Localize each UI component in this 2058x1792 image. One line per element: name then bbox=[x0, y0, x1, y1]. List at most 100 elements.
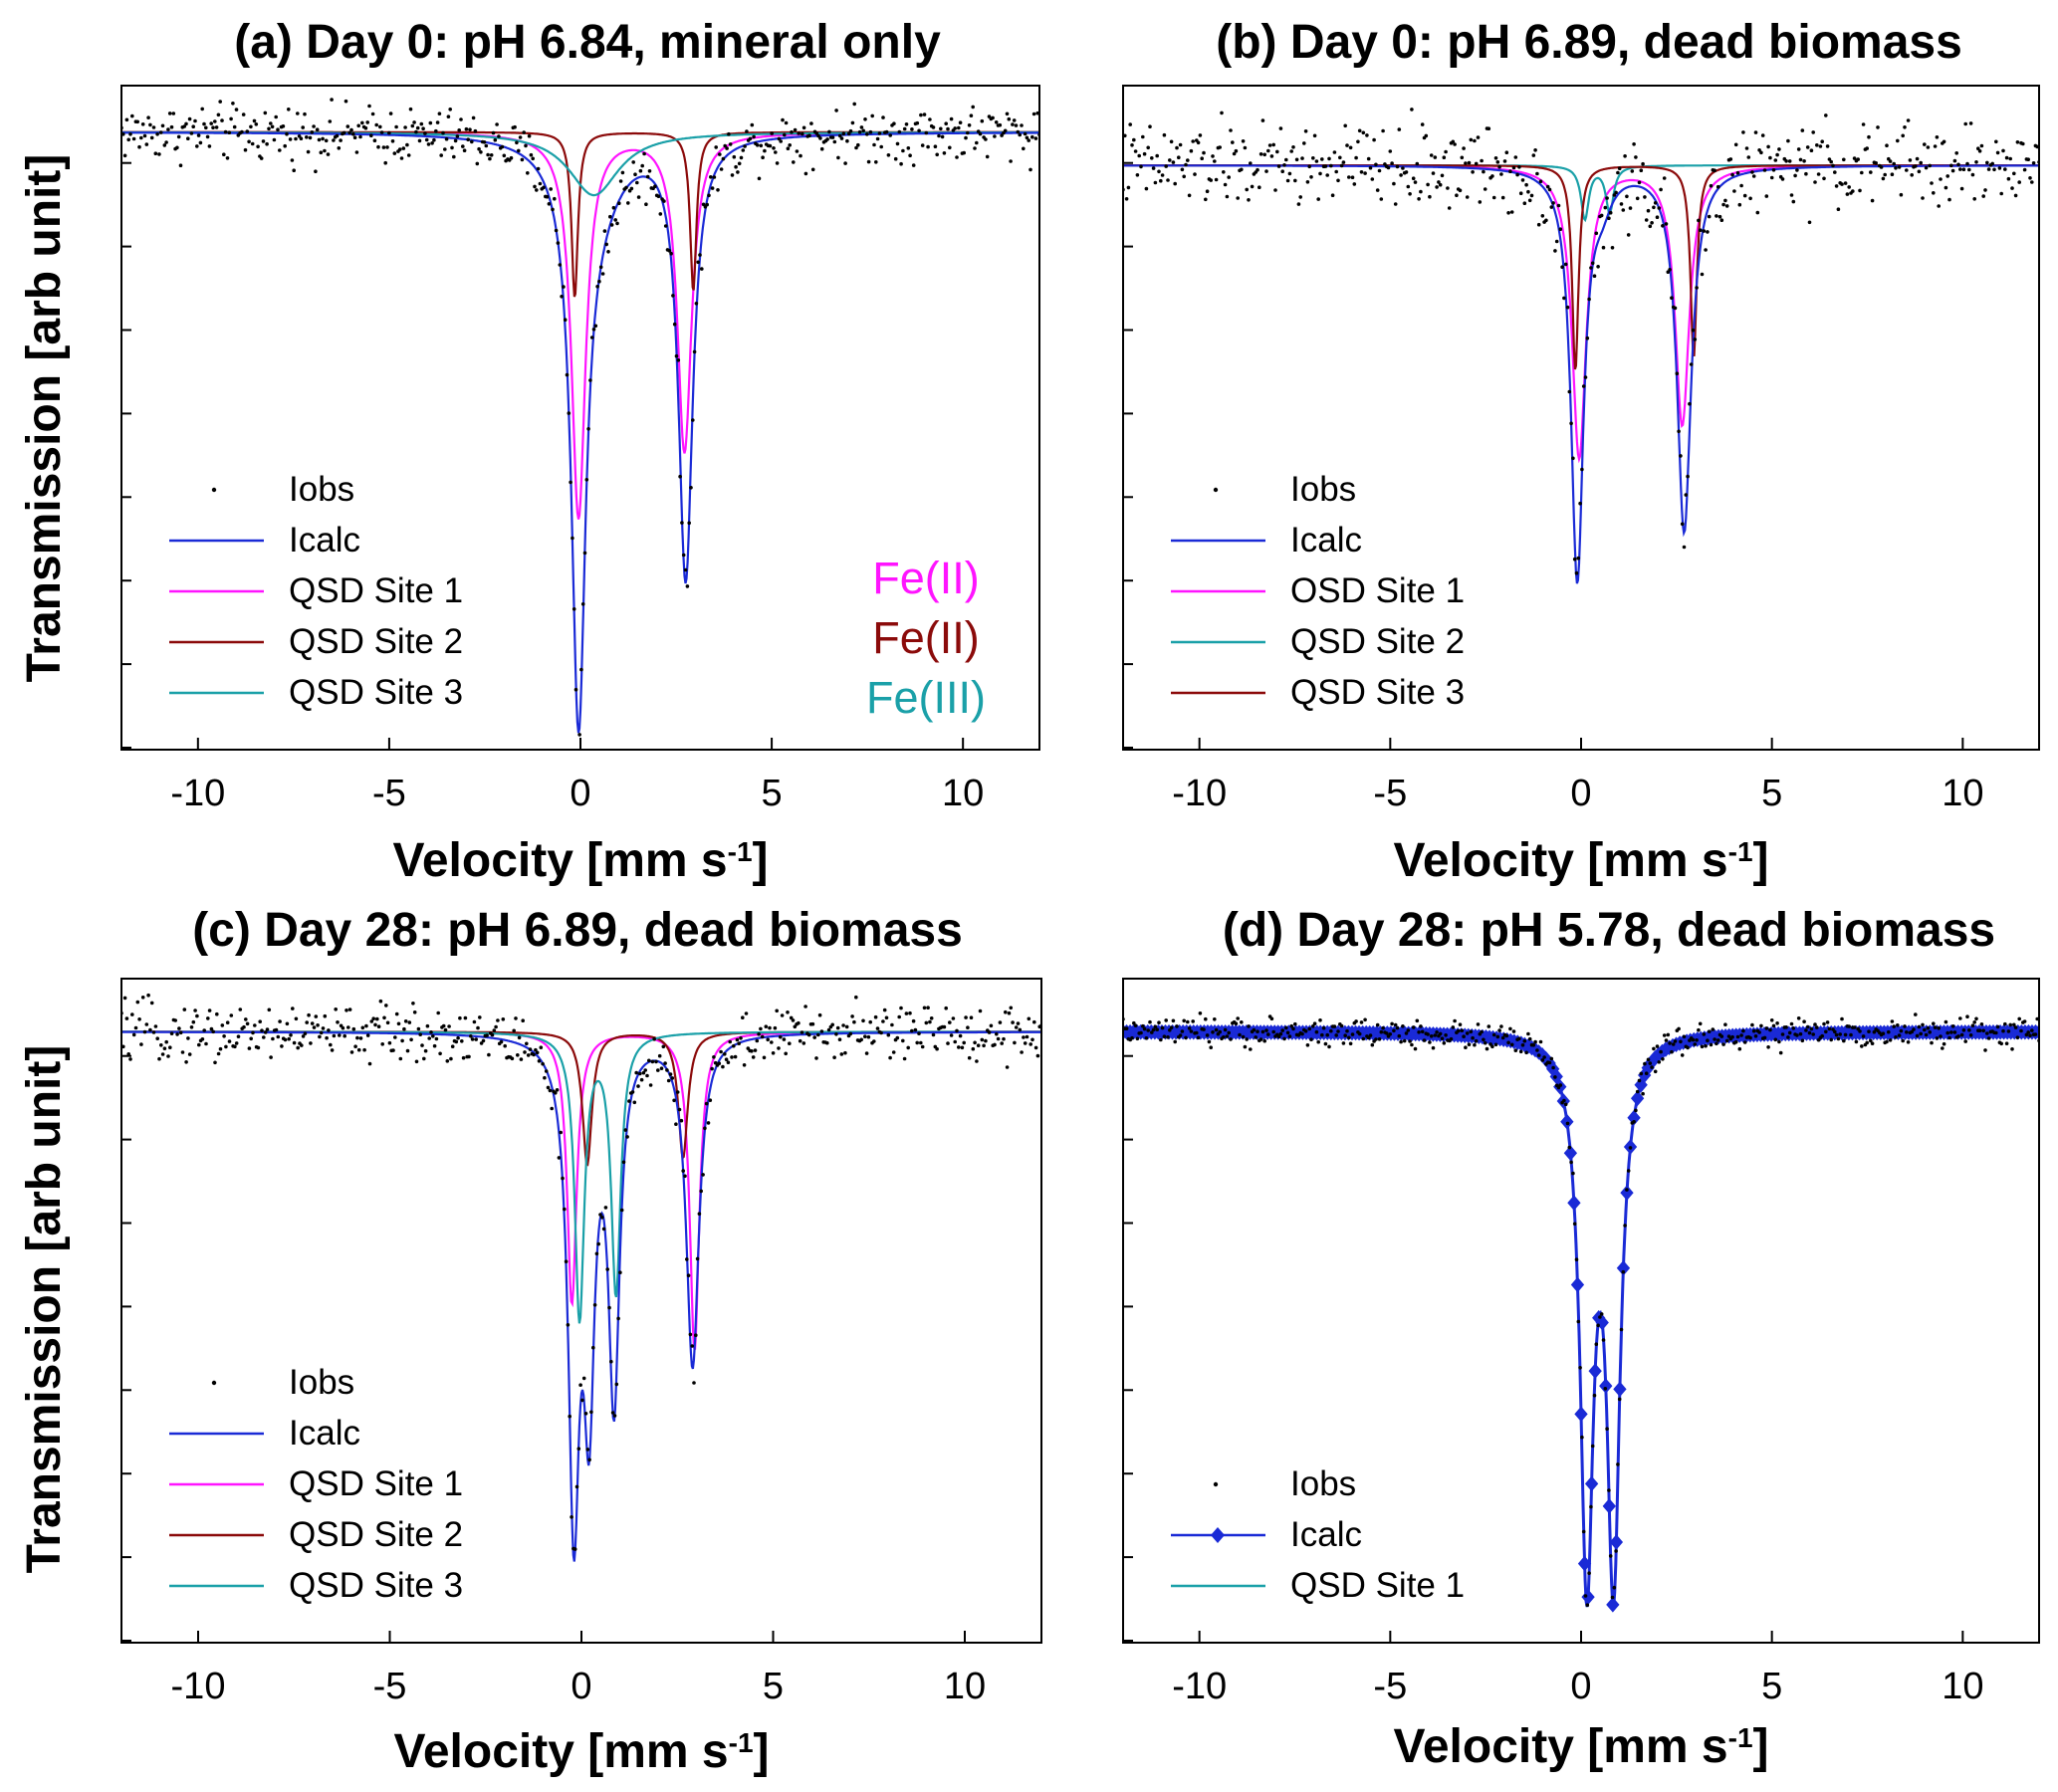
iobs-point bbox=[1616, 170, 1620, 175]
iobs-point bbox=[1757, 148, 1761, 152]
iobs-point bbox=[2017, 1016, 2021, 1021]
annotation-fe-ii-: Fe(II) bbox=[872, 612, 980, 663]
iobs-point bbox=[528, 1047, 533, 1051]
iobs-point bbox=[872, 142, 876, 147]
legend-icalc-label: Icalc bbox=[1290, 521, 1362, 560]
x-tick-label: -5 bbox=[373, 1666, 407, 1707]
iobs-point bbox=[1150, 1030, 1154, 1034]
iobs-point bbox=[222, 1034, 226, 1038]
iobs-point bbox=[1890, 172, 1895, 176]
iobs-point bbox=[2035, 144, 2038, 149]
iobs-point bbox=[782, 1037, 787, 1041]
iobs-point bbox=[1664, 222, 1669, 226]
iobs-point bbox=[178, 1030, 183, 1035]
iobs-point bbox=[1646, 208, 1651, 213]
iobs-point bbox=[839, 1052, 844, 1056]
iobs-point bbox=[1890, 1019, 1895, 1023]
iobs-point bbox=[1462, 1034, 1466, 1038]
iobs-point bbox=[1791, 1026, 1796, 1030]
iobs-point bbox=[233, 1044, 237, 1049]
iobs-point bbox=[837, 133, 842, 138]
iobs-point bbox=[948, 1020, 952, 1024]
iobs-point bbox=[1721, 202, 1725, 207]
iobs-point bbox=[2012, 1022, 2016, 1027]
iobs-point bbox=[1583, 375, 1588, 379]
iobs-point bbox=[624, 185, 628, 190]
iobs-point bbox=[1933, 144, 1938, 148]
iobs-point bbox=[135, 1000, 140, 1005]
iobs-point bbox=[1702, 1032, 1707, 1036]
iobs-point bbox=[1276, 164, 1281, 168]
iobs-point bbox=[663, 224, 668, 228]
iobs-point bbox=[1013, 1040, 1017, 1045]
iobs-point bbox=[1433, 155, 1438, 159]
iobs-point bbox=[294, 1016, 299, 1021]
x-axis-label-sup: -1 bbox=[729, 1727, 754, 1758]
iobs-point bbox=[1327, 1044, 1331, 1049]
iobs-point bbox=[1478, 200, 1483, 204]
iobs-point bbox=[962, 150, 966, 155]
iobs-point bbox=[318, 1034, 322, 1039]
iobs-point bbox=[1214, 1027, 1219, 1032]
iobs-point bbox=[1915, 156, 1920, 161]
iobs-point bbox=[381, 145, 386, 149]
iobs-point bbox=[803, 171, 808, 176]
iobs-point bbox=[801, 125, 806, 130]
iobs-point bbox=[1453, 1018, 1457, 1023]
iobs-point bbox=[1632, 1120, 1636, 1124]
iobs-point bbox=[258, 1019, 263, 1023]
iobs-point bbox=[709, 175, 713, 179]
iobs-point bbox=[323, 148, 327, 153]
iobs-point bbox=[541, 1061, 545, 1066]
iobs-point bbox=[596, 1241, 600, 1246]
chart-title: (a) Day 0: pH 6.84, mineral only bbox=[234, 16, 941, 69]
iobs-point bbox=[872, 1039, 876, 1043]
iobs-point bbox=[1757, 1030, 1761, 1034]
iobs-point bbox=[1305, 1043, 1310, 1047]
iobs-point bbox=[1497, 1028, 1501, 1032]
iobs-point bbox=[1527, 198, 1532, 203]
iobs-point bbox=[149, 135, 154, 140]
iobs-point bbox=[173, 1018, 177, 1022]
iobs-point bbox=[1612, 193, 1617, 197]
iobs-point bbox=[1657, 206, 1662, 210]
iobs-point bbox=[1628, 1146, 1633, 1150]
iobs-point bbox=[678, 474, 682, 479]
iobs-point bbox=[1842, 1038, 1846, 1043]
iobs-point bbox=[1399, 1039, 1403, 1044]
iobs-point bbox=[1252, 1027, 1257, 1032]
legend-iobs-swatch bbox=[1213, 487, 1219, 493]
iobs-point bbox=[204, 1041, 208, 1046]
iobs-point bbox=[424, 137, 429, 142]
iobs-point bbox=[620, 170, 625, 175]
iobs-point bbox=[1316, 197, 1320, 201]
iobs-point bbox=[408, 107, 413, 112]
iobs-point bbox=[677, 1107, 682, 1112]
iobs-point bbox=[638, 168, 643, 173]
iobs-point bbox=[594, 1251, 599, 1256]
iobs-point bbox=[1141, 1023, 1145, 1028]
iobs-point bbox=[470, 139, 474, 144]
iobs-point bbox=[319, 150, 324, 154]
iobs-point bbox=[703, 1126, 707, 1131]
iobs-point bbox=[1569, 1160, 1573, 1165]
iobs-point bbox=[1196, 140, 1201, 145]
iobs-point bbox=[798, 1038, 802, 1043]
iobs-point bbox=[1547, 1060, 1552, 1065]
x-axis-label: Velocity [mm s-1] bbox=[1393, 834, 1768, 887]
iobs-point bbox=[825, 137, 829, 141]
x-axis-label: Velocity [mm s-1] bbox=[393, 1725, 769, 1778]
iobs-point bbox=[874, 160, 878, 164]
iobs-point bbox=[1587, 297, 1591, 302]
iobs-point bbox=[784, 1051, 788, 1056]
iobs-point bbox=[196, 133, 201, 137]
iobs-point bbox=[736, 170, 740, 174]
iobs-point bbox=[1482, 169, 1486, 174]
iobs-point bbox=[585, 1448, 590, 1452]
iobs-point bbox=[383, 160, 388, 165]
iobs-point bbox=[1608, 1554, 1613, 1558]
iobs-point bbox=[1733, 142, 1738, 147]
legend-iobs-label: Iobs bbox=[1290, 470, 1356, 509]
iobs-point bbox=[1885, 143, 1889, 147]
iobs-point bbox=[1126, 185, 1131, 190]
